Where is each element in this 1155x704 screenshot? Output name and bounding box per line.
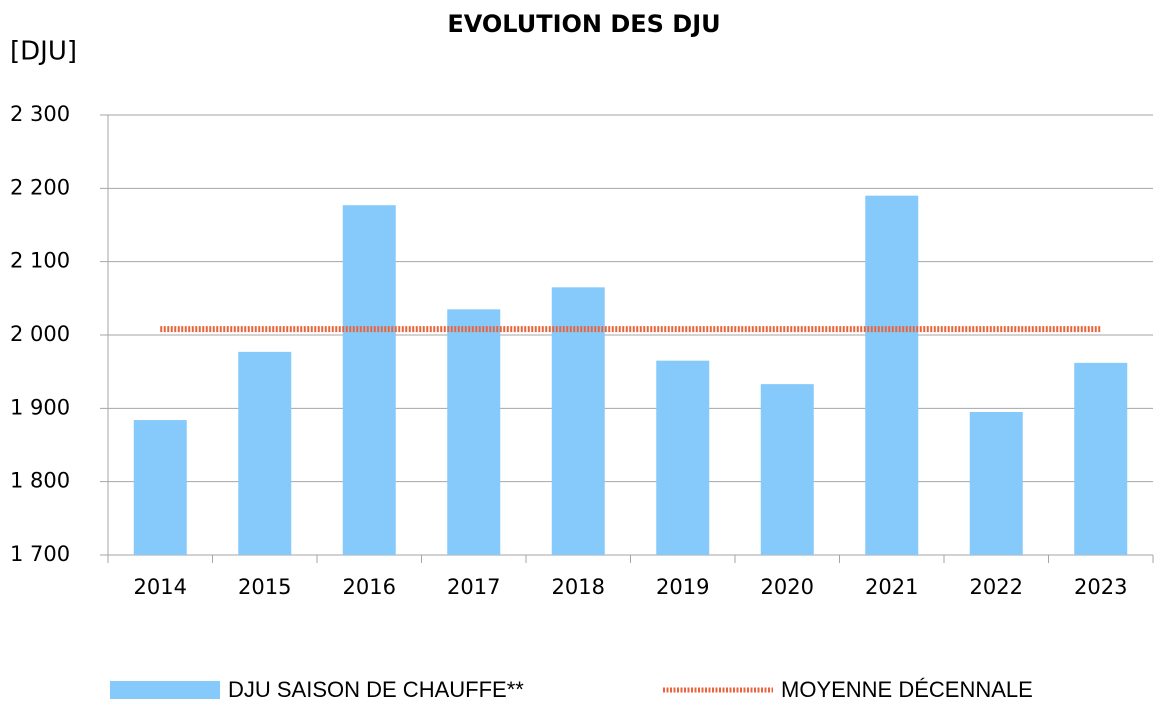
x-tick-label: 2015 xyxy=(238,575,291,599)
y-tick-label: 2 300 xyxy=(10,102,70,126)
x-tick-label: 2016 xyxy=(343,575,396,599)
x-tick-label: 2014 xyxy=(134,575,187,599)
bar xyxy=(342,205,396,555)
bar xyxy=(656,360,710,555)
y-tick-label: 1 700 xyxy=(10,542,70,566)
legend-swatch xyxy=(110,681,220,699)
x-tick-label: 2019 xyxy=(656,575,709,599)
bar xyxy=(760,384,814,555)
x-tick-label: 2021 xyxy=(865,575,918,599)
bar xyxy=(969,412,1023,555)
y-tick-label: 1 800 xyxy=(10,469,70,493)
chart-title: EVOLUTION DES DJU xyxy=(447,10,720,38)
x-tick-label: 2018 xyxy=(552,575,605,599)
y-tick-label: 2 000 xyxy=(10,322,70,346)
bar xyxy=(447,309,501,555)
legend-label: MOYENNE DÉCENNALE xyxy=(781,677,1033,702)
y-tick-label: 2 100 xyxy=(10,249,70,273)
legend-label: DJU SAISON DE CHAUFFE** xyxy=(228,677,524,702)
y-tick-label: 2 200 xyxy=(10,175,70,199)
y-tick-label: 1 900 xyxy=(10,395,70,419)
bar xyxy=(133,420,187,555)
y-axis-label: [DJU] xyxy=(10,37,77,67)
x-tick-label: 2022 xyxy=(970,575,1023,599)
x-tick-label: 2017 xyxy=(447,575,500,599)
bar xyxy=(238,351,292,555)
bar xyxy=(1074,362,1128,555)
x-tick-label: 2020 xyxy=(761,575,814,599)
x-tick-label: 2023 xyxy=(1074,575,1127,599)
bar xyxy=(865,195,919,555)
